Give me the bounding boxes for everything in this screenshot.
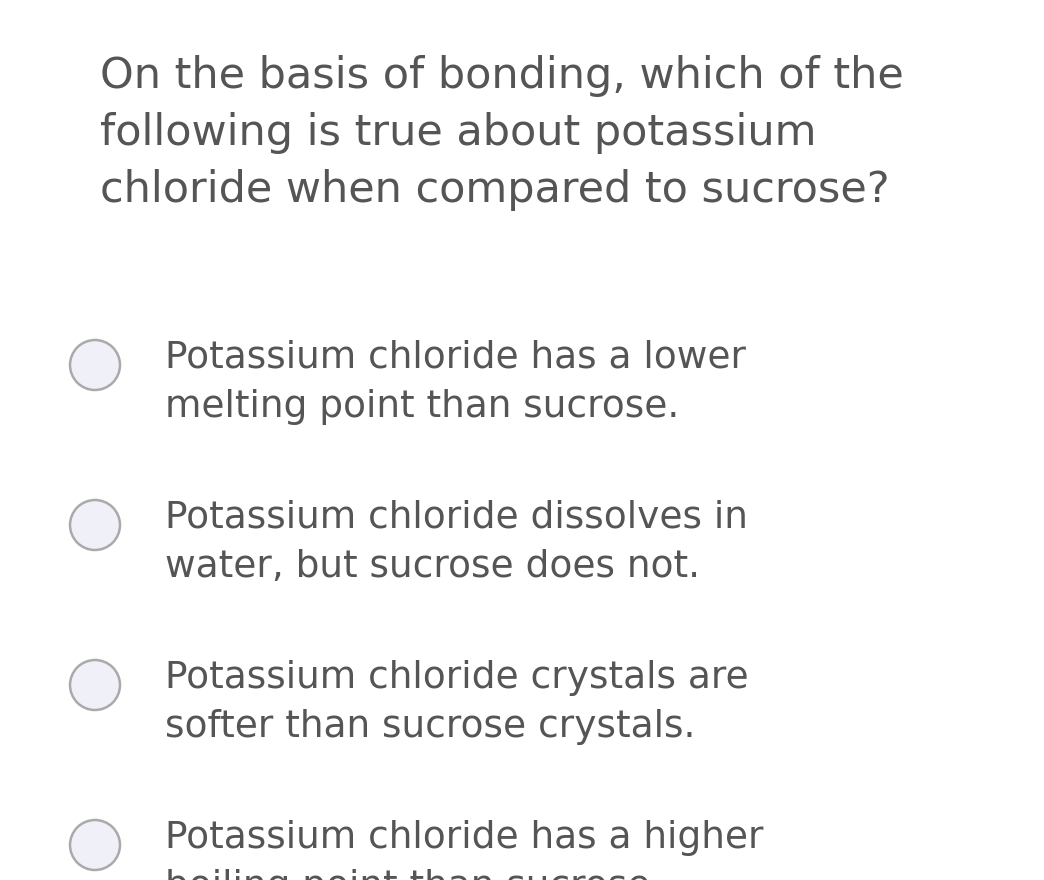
Circle shape — [70, 340, 120, 390]
Text: Potassium chloride dissolves in
water, but sucrose does not.: Potassium chloride dissolves in water, b… — [165, 500, 748, 584]
Text: Potassium chloride has a lower
melting point than sucrose.: Potassium chloride has a lower melting p… — [165, 340, 746, 424]
Text: Potassium chloride crystals are
softer than sucrose crystals.: Potassium chloride crystals are softer t… — [165, 660, 749, 744]
Text: Potassium chloride has a higher
boiling point than sucrose.: Potassium chloride has a higher boiling … — [165, 820, 763, 880]
Circle shape — [70, 500, 120, 550]
Circle shape — [70, 820, 120, 870]
Circle shape — [70, 660, 120, 710]
Text: On the basis of bonding, which of the
following is true about potassium
chloride: On the basis of bonding, which of the fo… — [100, 55, 904, 210]
